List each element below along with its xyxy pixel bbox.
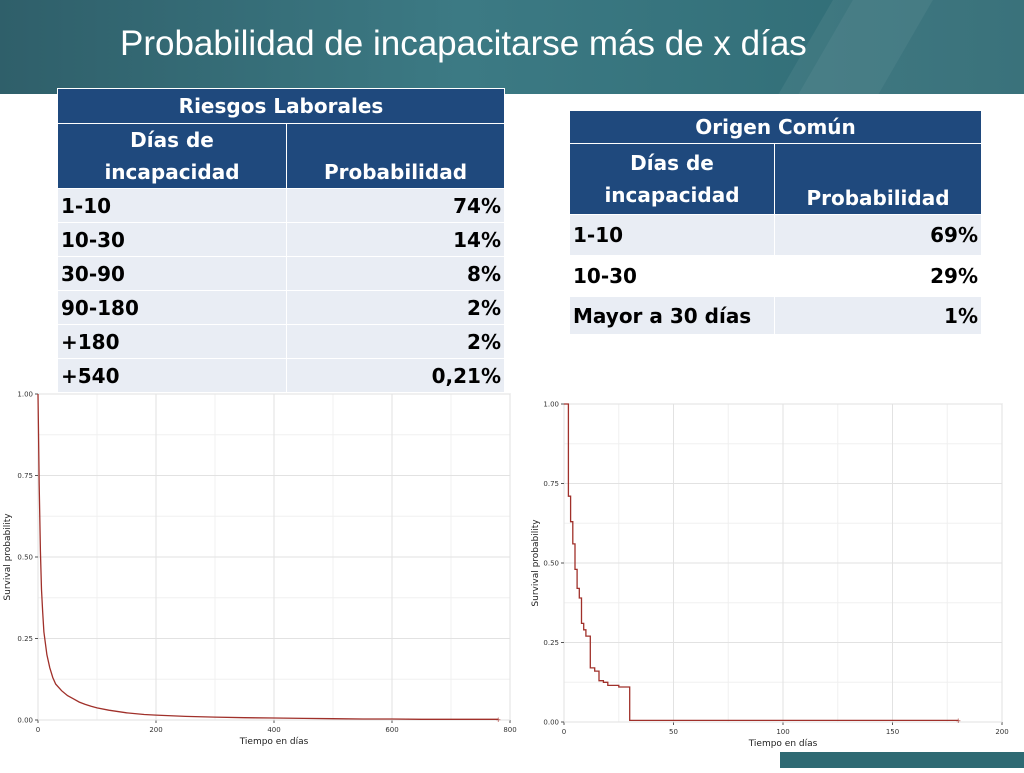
slide-title: Probabilidad de incapacitarse más de x d… xyxy=(120,24,807,63)
table-row: 1-10 69% xyxy=(569,214,982,256)
tick-label-y: 0.00 xyxy=(543,719,559,727)
x-axis-label: Tiempo en días xyxy=(748,739,818,749)
x-axis-label: Tiempo en días xyxy=(239,737,309,747)
row-range: +180 xyxy=(57,324,287,359)
table-row: 90-180 2% xyxy=(57,290,505,325)
tick-label-x: 400 xyxy=(267,726,280,734)
tick-label-y: 0.25 xyxy=(17,635,33,643)
row-value: 2% xyxy=(286,290,505,325)
tick-label-x: 50 xyxy=(669,728,678,736)
y-axis-label: Survival probability xyxy=(531,519,541,607)
censor-mark: + xyxy=(495,716,501,724)
column-header-probability: Probabilidad xyxy=(774,143,982,215)
table-row: 30-90 8% xyxy=(57,256,505,291)
survival-curve xyxy=(37,393,499,720)
column-header-days: Días de incapacidad xyxy=(57,123,287,189)
tick-label-x: 600 xyxy=(385,726,398,734)
row-value: 1% xyxy=(774,296,982,335)
row-range: 1-10 xyxy=(569,214,775,256)
survival-chart-origen-comun: 0 50 100 150 200 0.00 0.25 0.50 0.75 1.00 Tiempo e… xyxy=(528,392,1024,768)
survival-curve xyxy=(564,403,959,722)
table-row: +540 0,21% xyxy=(57,358,505,393)
column-header-days: Días de incapacidad xyxy=(569,143,775,215)
row-range: 10-30 xyxy=(569,255,775,297)
row-value: 2% xyxy=(286,324,505,359)
tick-label-x: 200 xyxy=(149,726,162,734)
tick-label-y: 1.00 xyxy=(17,391,33,399)
tick-label-y: 1.00 xyxy=(543,401,559,409)
row-value: 69% xyxy=(774,214,982,256)
tick-label-y: 0.75 xyxy=(17,472,33,480)
tick-label-y: 0.50 xyxy=(17,554,33,562)
tick-label-x: 200 xyxy=(995,728,1008,736)
row-range: 10-30 xyxy=(57,222,287,257)
row-range: Mayor a 30 días xyxy=(569,296,775,335)
table-row: 1-10 74% xyxy=(57,188,505,223)
table-row: Mayor a 30 días 1% xyxy=(569,296,982,335)
table-riesgos-laborales: Riesgos Laborales Días de incapacidad Pr… xyxy=(57,88,505,393)
slide-header: Probabilidad de incapacitarse más de x d… xyxy=(0,0,1024,94)
row-range: 90-180 xyxy=(57,290,287,325)
survival-chart-svg: 0 200 400 600 800 0.00 0.25 0.50 0.75 1.00 Tiempo … xyxy=(3,391,517,748)
table-title: Riesgos Laborales xyxy=(57,88,505,124)
table-row: +180 2% xyxy=(57,324,505,359)
survival-chart-riesgos-laborales: 0 200 400 600 800 0.00 0.25 0.50 0.75 1.00 Tiempo … xyxy=(0,382,520,768)
tick-label-y: 0.25 xyxy=(543,639,559,647)
row-range: 1-10 xyxy=(57,188,287,223)
row-value: 0,21% xyxy=(286,358,505,393)
row-range: 30-90 xyxy=(57,256,287,291)
tick-label-y: 0.00 xyxy=(17,717,33,725)
censor-mark: + xyxy=(955,717,961,725)
footer-band xyxy=(780,752,1024,768)
table-origen-comun: Origen Común Días de incapacidad Probabi… xyxy=(569,110,982,335)
table-title: Origen Común xyxy=(569,110,982,144)
table-row: 10-30 29% xyxy=(569,255,982,297)
tick-label-x: 0 xyxy=(36,726,40,734)
tick-label-y: 0.75 xyxy=(543,480,559,488)
survival-chart-svg: 0 50 100 150 200 0.00 0.25 0.50 0.75 1.00 Tiempo e… xyxy=(531,401,1009,750)
tick-label-x: 100 xyxy=(776,728,789,736)
row-range: +540 xyxy=(57,358,287,393)
row-value: 29% xyxy=(774,255,982,297)
tick-label-y: 0.50 xyxy=(543,560,559,568)
tick-label-x: 800 xyxy=(503,726,516,734)
row-value: 14% xyxy=(286,222,505,257)
tick-label-x: 0 xyxy=(562,728,566,736)
y-axis-label: Survival probability xyxy=(3,513,13,601)
row-value: 74% xyxy=(286,188,505,223)
column-header-probability: Probabilidad xyxy=(286,123,505,189)
table-row: 10-30 14% xyxy=(57,222,505,257)
row-value: 8% xyxy=(286,256,505,291)
tick-label-x: 150 xyxy=(886,728,899,736)
